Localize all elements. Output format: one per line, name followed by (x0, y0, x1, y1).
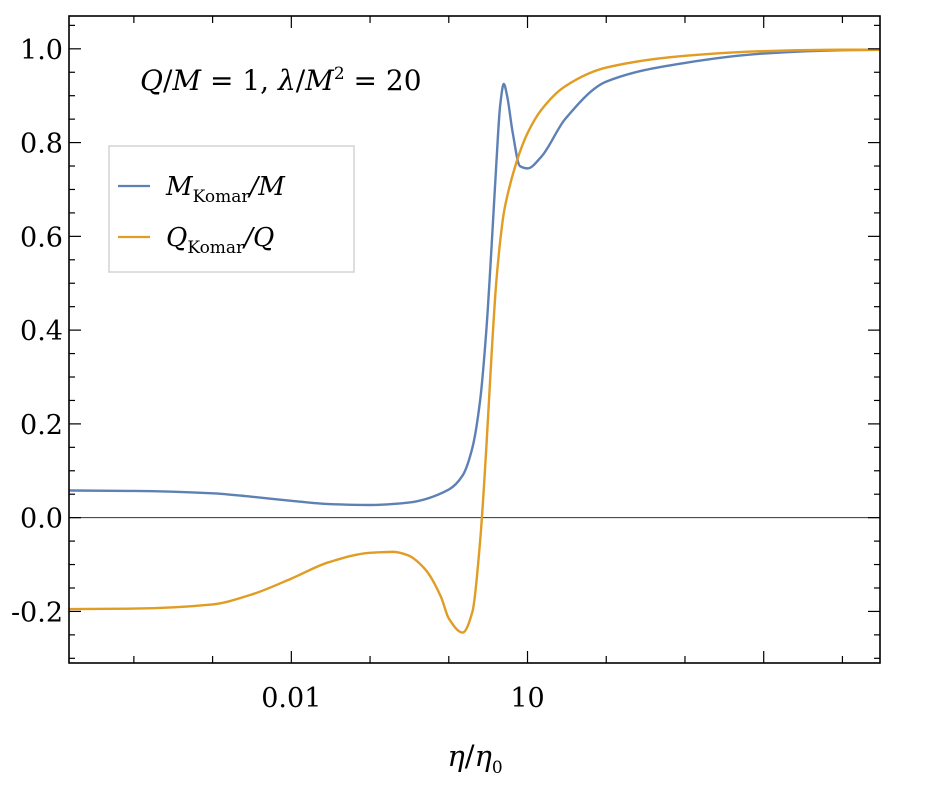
legend-label-charge: QKomar/Q (166, 223, 274, 258)
y-tick-label: 1.0 (20, 35, 63, 66)
x-tick-label: 10 (510, 683, 544, 714)
y-tick-label: 0.4 (20, 316, 63, 347)
series-layer (68, 48, 881, 634)
x-axis-label: η/η0 (447, 739, 502, 778)
y-tick-label: 0.6 (20, 222, 63, 253)
y-tick-label: 0.8 (20, 129, 63, 160)
legend: MKomar/M QKomar/Q (108, 145, 355, 273)
y-tick-label: 0.0 (20, 504, 63, 535)
ticks-layer (69, 16, 880, 663)
y-tick-label: 0.2 (20, 410, 63, 441)
tick-labels-layer: 0.01 10 1.0 0.8 0.6 0.4 0.2 0.0 -0.2 (11, 35, 545, 714)
x-axis-label-text: η/η0 (447, 739, 502, 778)
plot-frame (68, 15, 881, 664)
annotation: Q/M = 1, λ/M2 = 20 (140, 64, 422, 97)
y-tick-label: -0.2 (11, 597, 63, 628)
x-tick-label: 0.01 (261, 683, 321, 714)
series-line-charge (68, 48, 880, 634)
legend-box (108, 145, 355, 273)
frame-layer (68, 15, 881, 664)
legend-label-mass: MKomar/M (165, 172, 286, 207)
series-line-mass (68, 48, 881, 507)
annotation-text: Q/M = 1, λ/M2 = 20 (140, 64, 422, 97)
